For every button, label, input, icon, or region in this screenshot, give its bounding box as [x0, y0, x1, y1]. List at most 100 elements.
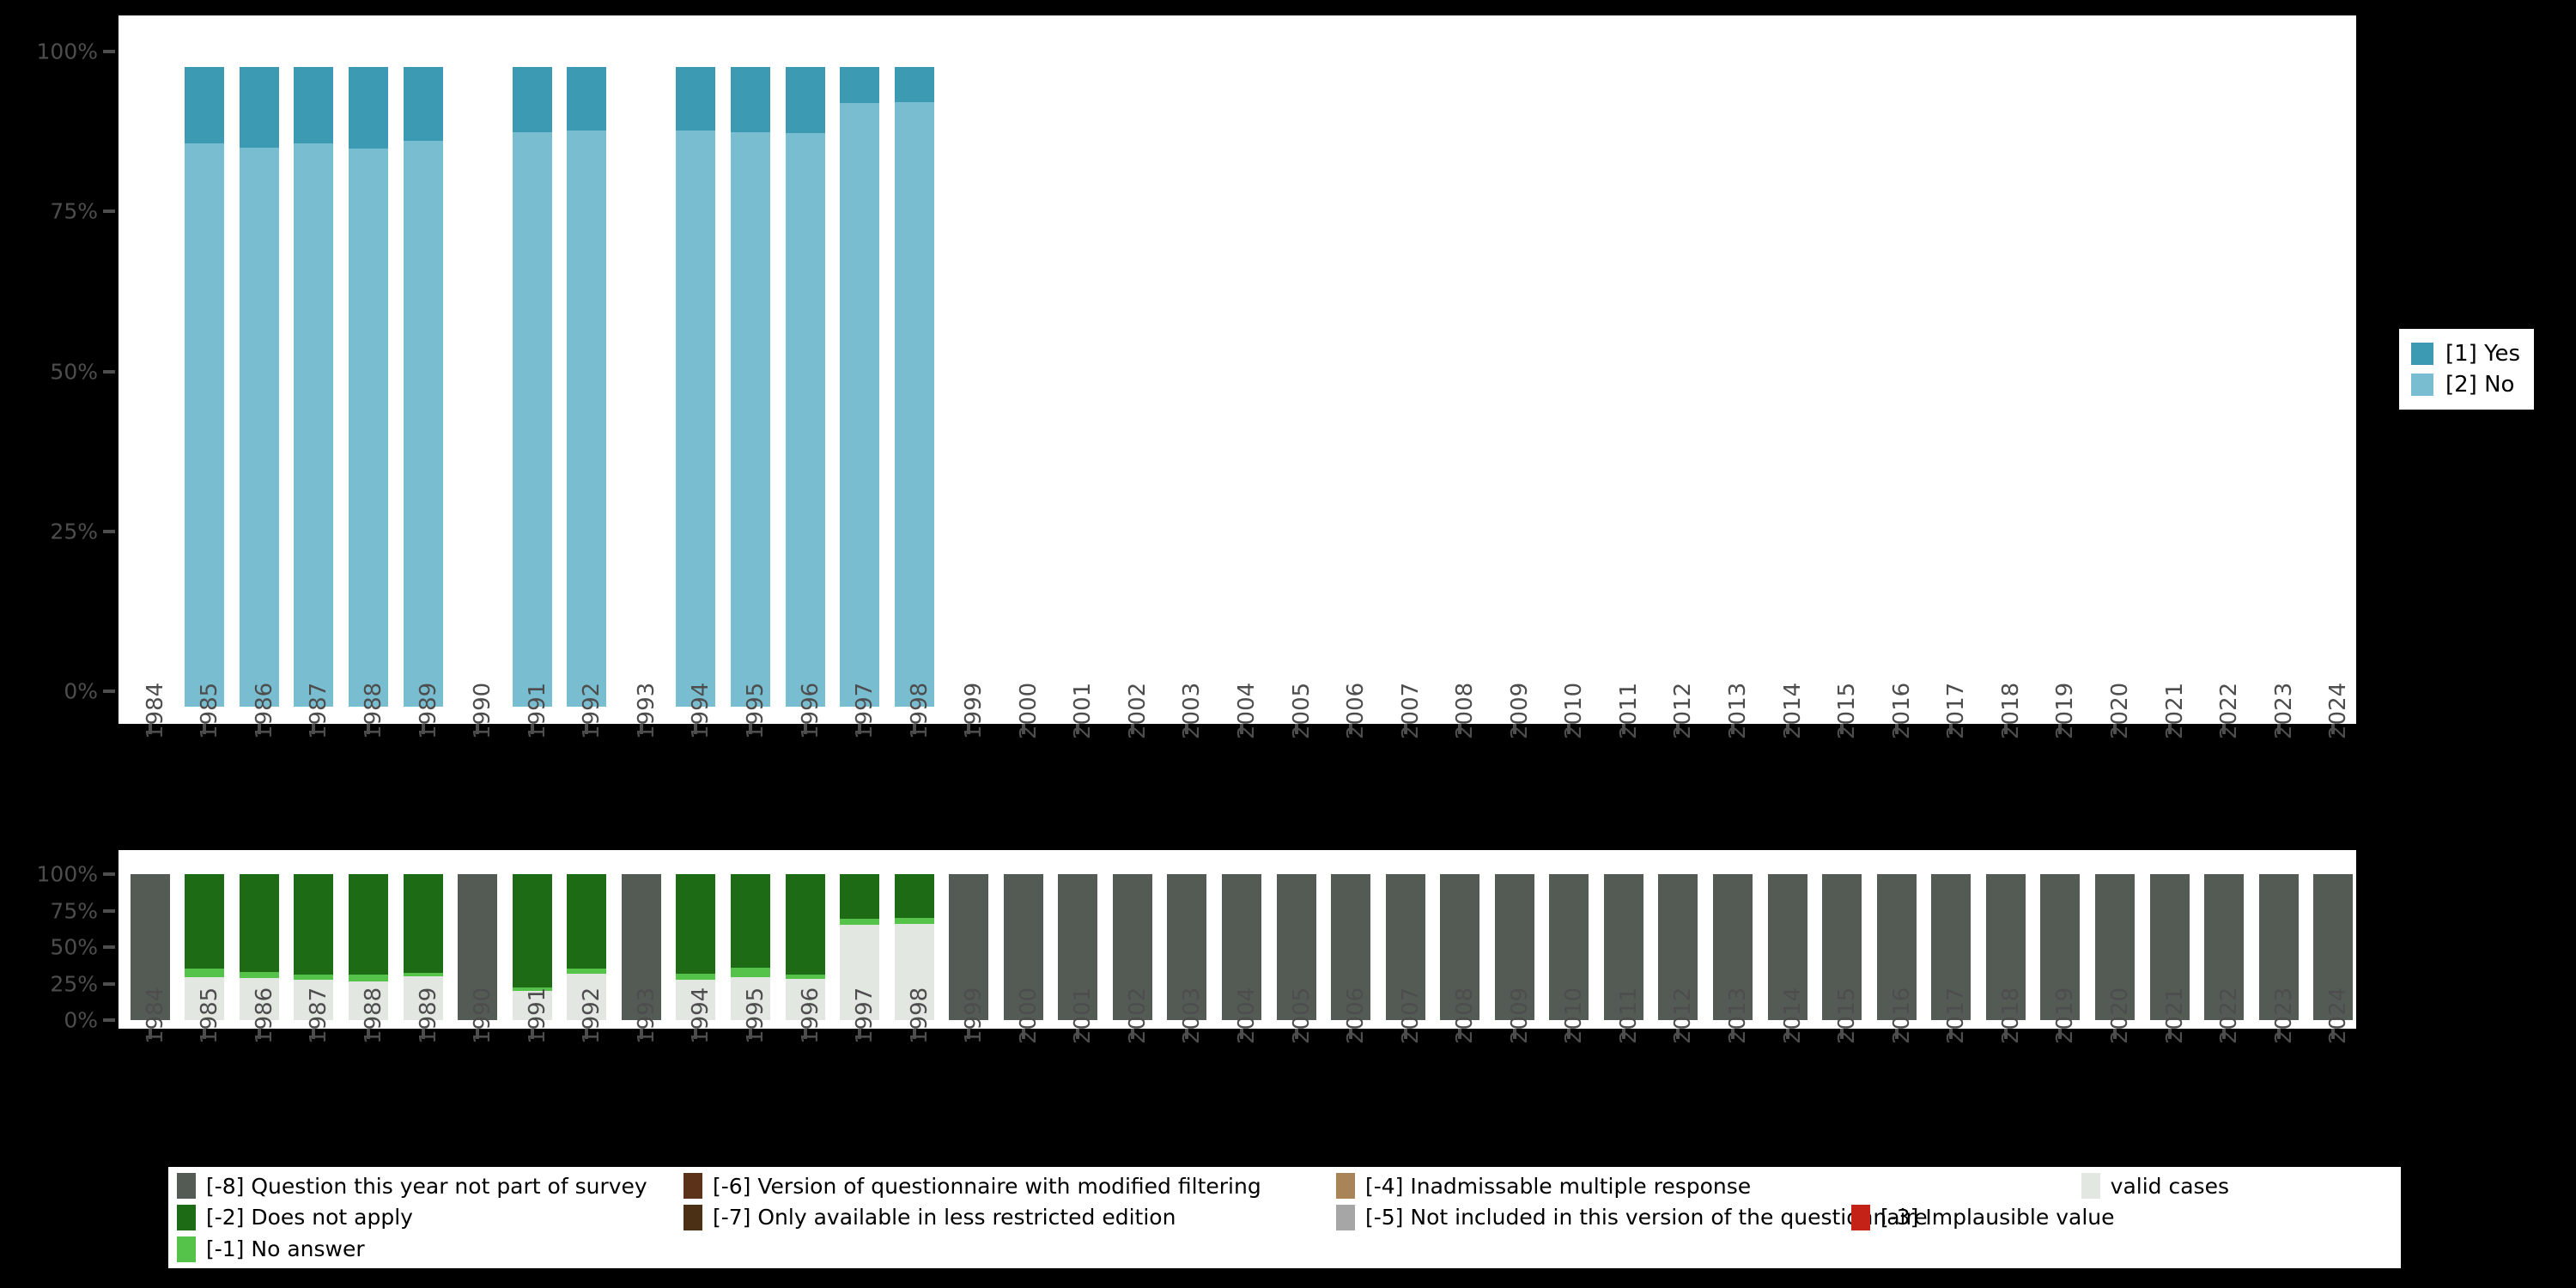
- bar-segment-no: [404, 141, 443, 707]
- code-legend-item[interactable]: [-8] Question this year not part of surv…: [177, 1173, 683, 1200]
- main-bar-1992[interactable]: [567, 67, 606, 707]
- distribution-bar-1999[interactable]: [949, 874, 988, 1020]
- distribution-bar-2017[interactable]: [1931, 874, 1971, 1020]
- main-bar-1989[interactable]: [404, 67, 443, 707]
- distribution-bar-2024[interactable]: [2313, 874, 2353, 1020]
- distribution-y-tick-label-25: 25%: [50, 971, 98, 996]
- distribution-y-tick-mark-100: [103, 872, 115, 876]
- distribution-bar-1989[interactable]: [404, 874, 443, 1020]
- distribution-segment: [185, 969, 224, 978]
- distribution-bar-1986[interactable]: [240, 874, 279, 1020]
- code-legend-item[interactable]: [-4] Inadmissable multiple response: [1336, 1173, 1851, 1200]
- main-bar-1997[interactable]: [840, 67, 879, 707]
- code-legend-item[interactable]: [-5] Not included in this version of the…: [1336, 1204, 1928, 1230]
- main-bar-1987[interactable]: [294, 67, 333, 707]
- x-tick-mark: [749, 1029, 752, 1039]
- main-bar-1998[interactable]: [895, 67, 934, 707]
- distribution-bar-1993[interactable]: [622, 874, 661, 1020]
- distribution-bar-1988[interactable]: [349, 874, 388, 1020]
- x-tick-label: 1998: [907, 682, 933, 739]
- value-legend-item[interactable]: [1] Yes: [2411, 341, 2520, 367]
- code-legend-item[interactable]: [-2] Does not apply: [177, 1204, 683, 1230]
- distribution-y-tick-mark-25: [103, 981, 115, 986]
- distribution-y-tick-label-50: 50%: [50, 934, 98, 960]
- distribution-segment: [676, 980, 715, 1020]
- distribution-bar-1991[interactable]: [513, 874, 552, 1020]
- code-legend-item[interactable]: [-3] Implausible value: [1851, 1204, 2229, 1230]
- distribution-segment: [567, 974, 606, 1020]
- distribution-bar-2018[interactable]: [1986, 874, 2026, 1020]
- distribution-bar-1994[interactable]: [676, 874, 715, 1020]
- distribution-bar-1996[interactable]: [786, 874, 825, 1020]
- main-bar-1985[interactable]: [185, 67, 224, 707]
- x-tick-mark: [2277, 724, 2281, 734]
- distribution-bar-2013[interactable]: [1713, 874, 1753, 1020]
- main-bar-1996[interactable]: [786, 67, 825, 707]
- main-bar-1988[interactable]: [349, 67, 388, 707]
- distribution-bar-1995[interactable]: [731, 874, 770, 1020]
- code-legend-item[interactable]: valid cases: [2081, 1173, 2229, 1200]
- distribution-bar-2020[interactable]: [2095, 874, 2135, 1020]
- distribution-bar-2000[interactable]: [1004, 874, 1043, 1020]
- x-tick-label: 2017: [1943, 682, 1969, 739]
- distribution-bar-1990[interactable]: [458, 874, 497, 1020]
- distribution-bar-2014[interactable]: [1768, 874, 1807, 1020]
- x-tick-label: 2011: [1616, 682, 1642, 739]
- distribution-bar-2016[interactable]: [1877, 874, 1917, 1020]
- distribution-bar-1998[interactable]: [895, 874, 934, 1020]
- x-tick-mark: [1295, 724, 1298, 734]
- distribution-bar-1985[interactable]: [185, 874, 224, 1020]
- distribution-bar-2008[interactable]: [1440, 874, 1479, 1020]
- x-tick-label: 1988: [361, 682, 386, 739]
- x-tick-label: 1985: [197, 682, 222, 739]
- distribution-bar-2010[interactable]: [1549, 874, 1589, 1020]
- distribution-bar-2011[interactable]: [1604, 874, 1643, 1020]
- legend-swatch-icon: [1851, 1204, 1870, 1230]
- distribution-bar-2006[interactable]: [1331, 874, 1370, 1020]
- distribution-bar-2019[interactable]: [2040, 874, 2080, 1020]
- distribution-bar-2002[interactable]: [1113, 874, 1152, 1020]
- bar-segment-no: [676, 130, 715, 707]
- code-legend-item[interactable]: [-1] No answer: [177, 1236, 683, 1262]
- legend-swatch-icon: [177, 1173, 196, 1200]
- distribution-bar-1992[interactable]: [567, 874, 606, 1020]
- distribution-segment: [349, 975, 388, 981]
- distribution-bar-1984[interactable]: [131, 874, 170, 1020]
- code-legend-item[interactable]: [-7] Only available in less restricted e…: [683, 1204, 1336, 1230]
- value-legend-item[interactable]: [2] No: [2411, 372, 2520, 398]
- distribution-bar-2009[interactable]: [1495, 874, 1534, 1020]
- main-y-tick-mark-25: [103, 529, 115, 533]
- distribution-segment: [786, 978, 825, 1020]
- main-bar-1995[interactable]: [731, 67, 770, 707]
- distribution-bar-2015[interactable]: [1822, 874, 1862, 1020]
- x-tick-label: 2014: [1780, 682, 1806, 739]
- distribution-bar-2022[interactable]: [2204, 874, 2244, 1020]
- x-tick-label: 2013: [1725, 682, 1751, 739]
- distribution-segment: [1986, 874, 2026, 1020]
- bar-segment-yes: [676, 67, 715, 131]
- distribution-segment: [786, 874, 825, 975]
- distribution-bar-2021[interactable]: [2150, 874, 2190, 1020]
- distribution-segment: [676, 974, 715, 981]
- distribution-bar-2007[interactable]: [1386, 874, 1425, 1020]
- main-bar-1986[interactable]: [240, 67, 279, 707]
- x-tick-mark: [1840, 1029, 1844, 1039]
- distribution-bar-2001[interactable]: [1058, 874, 1097, 1020]
- main-bar-1994[interactable]: [676, 67, 715, 707]
- distribution-bar-2004[interactable]: [1222, 874, 1261, 1020]
- distribution-bar-2005[interactable]: [1277, 874, 1316, 1020]
- x-tick-label: 2014: [1780, 987, 1806, 1044]
- distribution-bar-1987[interactable]: [294, 874, 333, 1020]
- distribution-segment: [2040, 874, 2080, 1020]
- distribution-bar-1997[interactable]: [840, 874, 879, 1020]
- distribution-bar-2023[interactable]: [2259, 874, 2299, 1020]
- code-legend-item[interactable]: [-6] Version of questionnaire with modif…: [683, 1173, 1336, 1200]
- distribution-bar-2012[interactable]: [1658, 874, 1698, 1020]
- distribution-bar-2003[interactable]: [1167, 874, 1206, 1020]
- x-tick-mark: [203, 724, 206, 734]
- main-bar-1991[interactable]: [513, 67, 552, 707]
- x-tick-label: 2018: [1998, 987, 2024, 1044]
- x-tick-mark: [1240, 1029, 1243, 1039]
- x-tick-label: 2000: [1016, 682, 1042, 739]
